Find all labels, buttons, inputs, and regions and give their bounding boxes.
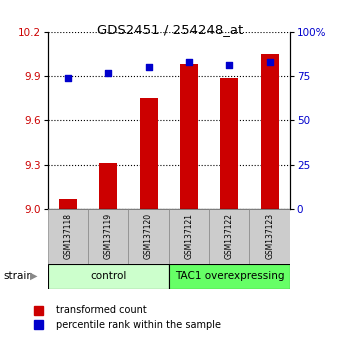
FancyBboxPatch shape: [209, 209, 250, 264]
Text: GSM137118: GSM137118: [63, 213, 72, 259]
Text: GSM137123: GSM137123: [265, 213, 274, 259]
Text: TAC1 overexpressing: TAC1 overexpressing: [175, 271, 284, 281]
Text: strain: strain: [3, 271, 33, 281]
Bar: [220, 78, 238, 209]
Text: ▶: ▶: [30, 271, 38, 281]
FancyBboxPatch shape: [250, 209, 290, 264]
FancyBboxPatch shape: [169, 264, 290, 289]
Point: [267, 59, 272, 65]
Point: [186, 59, 192, 65]
Text: transformed count: transformed count: [56, 306, 147, 315]
FancyBboxPatch shape: [169, 209, 209, 264]
Bar: [139, 98, 158, 209]
Text: GDS2451 / 254248_at: GDS2451 / 254248_at: [98, 23, 243, 36]
FancyBboxPatch shape: [129, 209, 169, 264]
Text: control: control: [90, 271, 127, 281]
FancyBboxPatch shape: [48, 264, 169, 289]
Point: [226, 63, 232, 68]
Text: GSM137119: GSM137119: [104, 213, 113, 259]
Text: GSM137122: GSM137122: [225, 213, 234, 259]
Text: percentile rank within the sample: percentile rank within the sample: [56, 320, 221, 330]
Bar: [59, 199, 77, 209]
Point: [65, 75, 71, 81]
Bar: [180, 64, 198, 209]
FancyBboxPatch shape: [48, 209, 88, 264]
Text: GSM137120: GSM137120: [144, 213, 153, 259]
Bar: [99, 163, 117, 209]
Text: GSM137121: GSM137121: [184, 213, 193, 259]
FancyBboxPatch shape: [88, 209, 129, 264]
Point: [146, 64, 151, 70]
Point: [105, 70, 111, 75]
Bar: [261, 54, 279, 209]
